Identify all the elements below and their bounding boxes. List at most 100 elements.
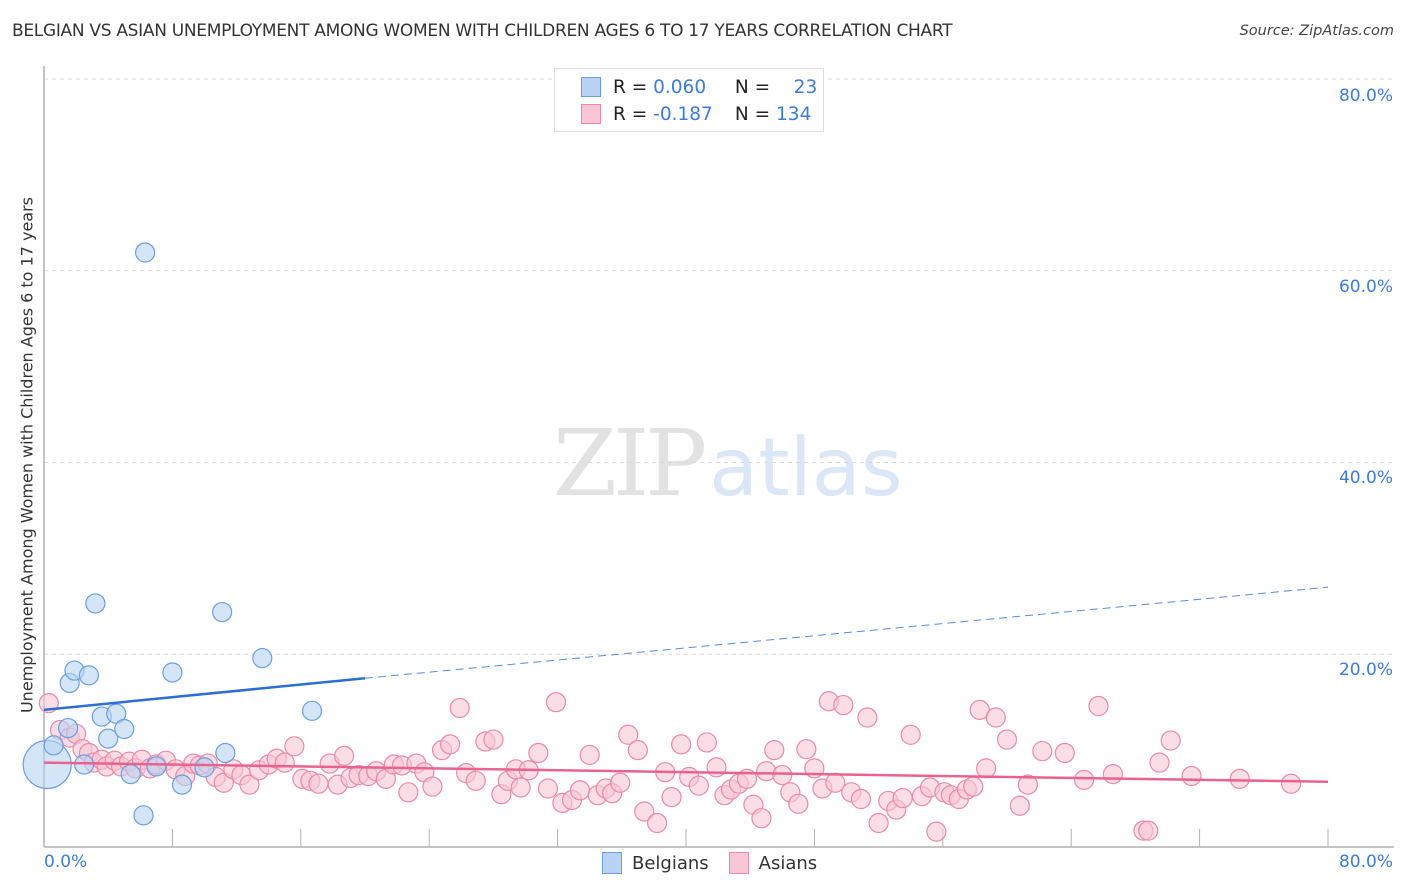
belgian-point (215, 742, 236, 764)
belgian-point (252, 647, 273, 669)
trend-lines (43, 586, 1329, 784)
watermark: ZIPatlas (553, 410, 903, 517)
belgians-trend-line (43, 676, 366, 712)
asian-point (1073, 769, 1095, 790)
y-tick-40: 40.0% (1338, 468, 1393, 488)
legend: Belgians Asians (602, 852, 837, 874)
asian-point (857, 707, 878, 728)
legend-item-asians[interactable]: Asians (728, 852, 818, 874)
asian-point (1160, 730, 1181, 751)
source-label: Source: ZipAtlas.com (1239, 23, 1394, 39)
asian-point (439, 734, 461, 755)
belgians-legend-swatch (602, 852, 622, 874)
y-tick-60: 60.0% (1338, 277, 1393, 297)
asian-point (688, 775, 709, 796)
x-tick-min: 0.0% (44, 852, 88, 872)
asian-point (764, 740, 785, 761)
asian-point (1280, 773, 1302, 794)
n-label: N = (734, 76, 771, 98)
asian-point (528, 742, 549, 764)
asians-trend-line (43, 761, 1329, 784)
r-label: R = (613, 103, 648, 125)
belgian-point (194, 757, 215, 778)
watermark-zip: ZIP (553, 410, 707, 517)
asian-point (610, 772, 631, 793)
belgian-point (133, 805, 154, 826)
asian-point (996, 729, 1018, 750)
asian-point (1009, 795, 1030, 816)
asians-legend-swatch (728, 852, 749, 874)
asian-point (850, 788, 872, 810)
asian-point (868, 812, 889, 834)
asian-point (634, 801, 655, 822)
asian-point (334, 745, 355, 766)
watermark-atlas: atlas (709, 421, 903, 514)
asian-point (671, 734, 692, 755)
asian-point (985, 707, 1006, 728)
asian-point (465, 770, 486, 791)
asian-point (706, 757, 727, 778)
belgian-point (120, 763, 141, 785)
asian-point (796, 739, 817, 760)
y-tick-80: 80.0% (1338, 86, 1393, 106)
axes (43, 66, 1394, 848)
asian-point (308, 773, 329, 794)
asian-point (833, 694, 854, 716)
legend-item-belgians[interactable]: Belgians (602, 852, 709, 874)
belgians-swatch (581, 77, 601, 97)
asian-point (449, 697, 470, 719)
y-axis-label: Unemployment Among Women with Children A… (17, 196, 37, 714)
belgian-point (43, 735, 64, 756)
asian-point (661, 787, 682, 808)
asians-swatch (581, 104, 601, 124)
belgian-point (57, 717, 79, 739)
asian-point (284, 736, 305, 757)
asian-point (976, 758, 997, 779)
asian-point (1054, 742, 1075, 764)
belgian-point (78, 665, 100, 686)
asian-point (647, 812, 668, 834)
belgians-points (22, 242, 323, 826)
n-label: N = (734, 103, 771, 125)
asian-point (696, 732, 717, 753)
asian-point (422, 776, 443, 797)
asian-point (1017, 774, 1038, 795)
r-value-asians: -0.187 (653, 103, 713, 125)
belgian-point (162, 662, 183, 683)
asian-point (892, 787, 913, 809)
asian-point (900, 724, 921, 745)
belgian-point (135, 242, 156, 263)
asian-point (569, 780, 591, 801)
stats-row-belgians: R = 0.060 N = 23 (581, 75, 817, 99)
asian-point (239, 774, 260, 795)
asian-point (1229, 768, 1250, 789)
r-label: R = (613, 76, 648, 98)
asian-point (1102, 763, 1124, 785)
belgians-trend-extension (364, 586, 1329, 679)
asian-point (1032, 740, 1053, 762)
asian-point (788, 793, 809, 814)
r-value-belgians: 0.060 (653, 76, 707, 98)
asian-point (618, 724, 639, 745)
asian-point (1138, 820, 1159, 841)
chart-title: BELGIAN VS ASIAN UNEMPLOYMENT AMONG WOME… (12, 21, 953, 41)
asian-point (398, 782, 419, 803)
asian-point (963, 776, 984, 797)
stats-row-asians: R = -0.187 N = 134 (581, 102, 811, 126)
n-value-belgians: 23 (793, 76, 818, 98)
belgian-point (212, 601, 233, 623)
legend-label-asians: Asians (758, 852, 818, 874)
asian-point (537, 778, 559, 799)
asian-point (772, 764, 793, 786)
asian-point (926, 821, 947, 842)
belgian-point (114, 718, 135, 740)
asian-point (510, 777, 531, 798)
belgian-point (171, 774, 193, 795)
belgian-point (98, 728, 119, 749)
x-tick-max: 80.0% (1338, 852, 1393, 872)
stats-box: R = 0.060 N = 23 R = -0.187 N = 134 (554, 68, 824, 132)
asian-point (1088, 695, 1109, 717)
legend-label-belgians: Belgians (632, 852, 709, 874)
asian-point (1149, 752, 1170, 773)
